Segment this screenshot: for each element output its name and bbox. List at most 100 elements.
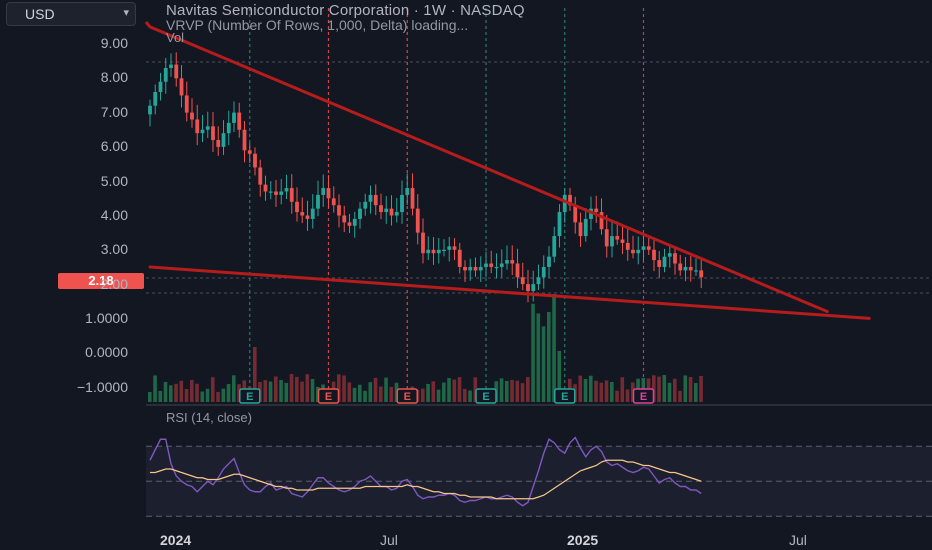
volume-bar [358, 384, 362, 402]
candle-body [678, 263, 683, 271]
y-tick-label: 5.00 [100, 173, 128, 189]
candle-body [641, 246, 646, 250]
candle-body [667, 253, 672, 257]
candle-body [478, 266, 483, 271]
candle-body [415, 208, 420, 233]
candle-body [662, 256, 667, 267]
candle-body [578, 222, 583, 237]
volume-bar [263, 380, 268, 402]
volume-bar [667, 382, 672, 402]
candle-body [221, 133, 226, 147]
volume-bar [295, 376, 299, 402]
volume-bar [216, 391, 220, 402]
candle-body [562, 194, 567, 213]
volume-bar [226, 384, 231, 402]
earnings-badge-letter: E [640, 391, 647, 403]
volume-bar [604, 380, 609, 402]
volume-bar [352, 387, 357, 402]
volume-bar [463, 388, 467, 402]
volume-bar [625, 389, 630, 402]
candle-body [631, 249, 635, 254]
volume-bar [615, 390, 619, 402]
candle-body [657, 260, 662, 267]
candle-body [384, 208, 389, 213]
candle-body [646, 246, 651, 250]
volume-bar [373, 377, 378, 402]
volume-bar [652, 375, 656, 402]
chart-title[interactable]: Navitas Semiconductor Corporation · 1W ·… [166, 2, 525, 19]
rsi-indicator-label[interactable]: RSI (14, close) [166, 410, 252, 425]
earnings-badge-letter: E [246, 391, 253, 403]
candle-body [163, 68, 168, 82]
candle-body [541, 266, 546, 278]
volume-bar [153, 375, 157, 402]
candle-body [247, 150, 252, 154]
y-tick-label: 7.00 [100, 104, 128, 120]
candle-body [394, 212, 399, 216]
volume-bar [499, 378, 504, 402]
candle-body [688, 266, 693, 271]
y-tick-label: 0.0000 [85, 344, 128, 360]
vrvp-indicator-label[interactable]: VRVP (Number Of Rows, 1,000, Delta) load… [166, 17, 469, 33]
candle-body [536, 277, 541, 285]
candle-body [253, 153, 257, 168]
candle-body [200, 129, 205, 134]
candle-body [673, 253, 677, 264]
candle-body [300, 212, 305, 216]
volume-indicator-label[interactable]: Vol [166, 30, 185, 45]
candle-body [211, 126, 215, 141]
volume-bar [473, 377, 478, 402]
candle-body [148, 105, 152, 115]
candle-body [321, 188, 326, 195]
x-tick-label: Jul [380, 532, 398, 548]
candle-body [237, 112, 242, 130]
candle-body [494, 266, 499, 269]
candle-body [683, 266, 688, 271]
earnings-badge-letter: E [404, 391, 411, 403]
candle-body [342, 215, 347, 223]
candle-body [358, 208, 362, 219]
chevron-down-icon: ▾ [123, 7, 129, 19]
candle-body [573, 205, 578, 223]
volume-bar [599, 382, 604, 402]
volume-bar [536, 313, 541, 402]
volume-bar [688, 376, 693, 402]
y-tick-label: 9.00 [100, 35, 128, 51]
volume-bar [531, 303, 535, 402]
candle-body [363, 201, 368, 209]
volume-bar [205, 388, 210, 402]
earnings-badge-4 [554, 388, 576, 404]
candle-body [594, 208, 599, 213]
volume-bar [274, 376, 278, 402]
trendline-lower [148, 265, 871, 320]
currency-label: USD [25, 6, 55, 22]
x-tick-label: Jul [789, 532, 807, 548]
y-tick-label: 6.00 [100, 138, 128, 154]
candle-body [179, 78, 184, 96]
candle-body [289, 188, 294, 202]
candle-body [174, 64, 179, 79]
volume-bar [190, 379, 194, 402]
candle-body [258, 167, 263, 185]
candle-body [604, 229, 609, 247]
volume-bar [337, 374, 341, 402]
y-tick-label: 1.0000 [85, 310, 128, 326]
candle-body [531, 284, 536, 291]
volume-bar [389, 386, 394, 402]
earnings-badge-2 [396, 388, 418, 404]
candle-body [583, 218, 588, 237]
volume-bar [184, 389, 189, 402]
earnings-badge-0 [239, 388, 261, 404]
volume-bar [526, 377, 530, 402]
volume-bar [363, 390, 367, 402]
x-tick-label: 2024 [160, 532, 192, 548]
volume-bar [457, 377, 462, 402]
candle-body [436, 249, 441, 254]
currency-button[interactable]: USD ▾ [6, 2, 136, 26]
candle-body [216, 140, 221, 147]
volume-bar [211, 377, 215, 402]
candle-body [431, 249, 436, 254]
candle-body [620, 239, 625, 243]
candle-body [389, 208, 394, 216]
